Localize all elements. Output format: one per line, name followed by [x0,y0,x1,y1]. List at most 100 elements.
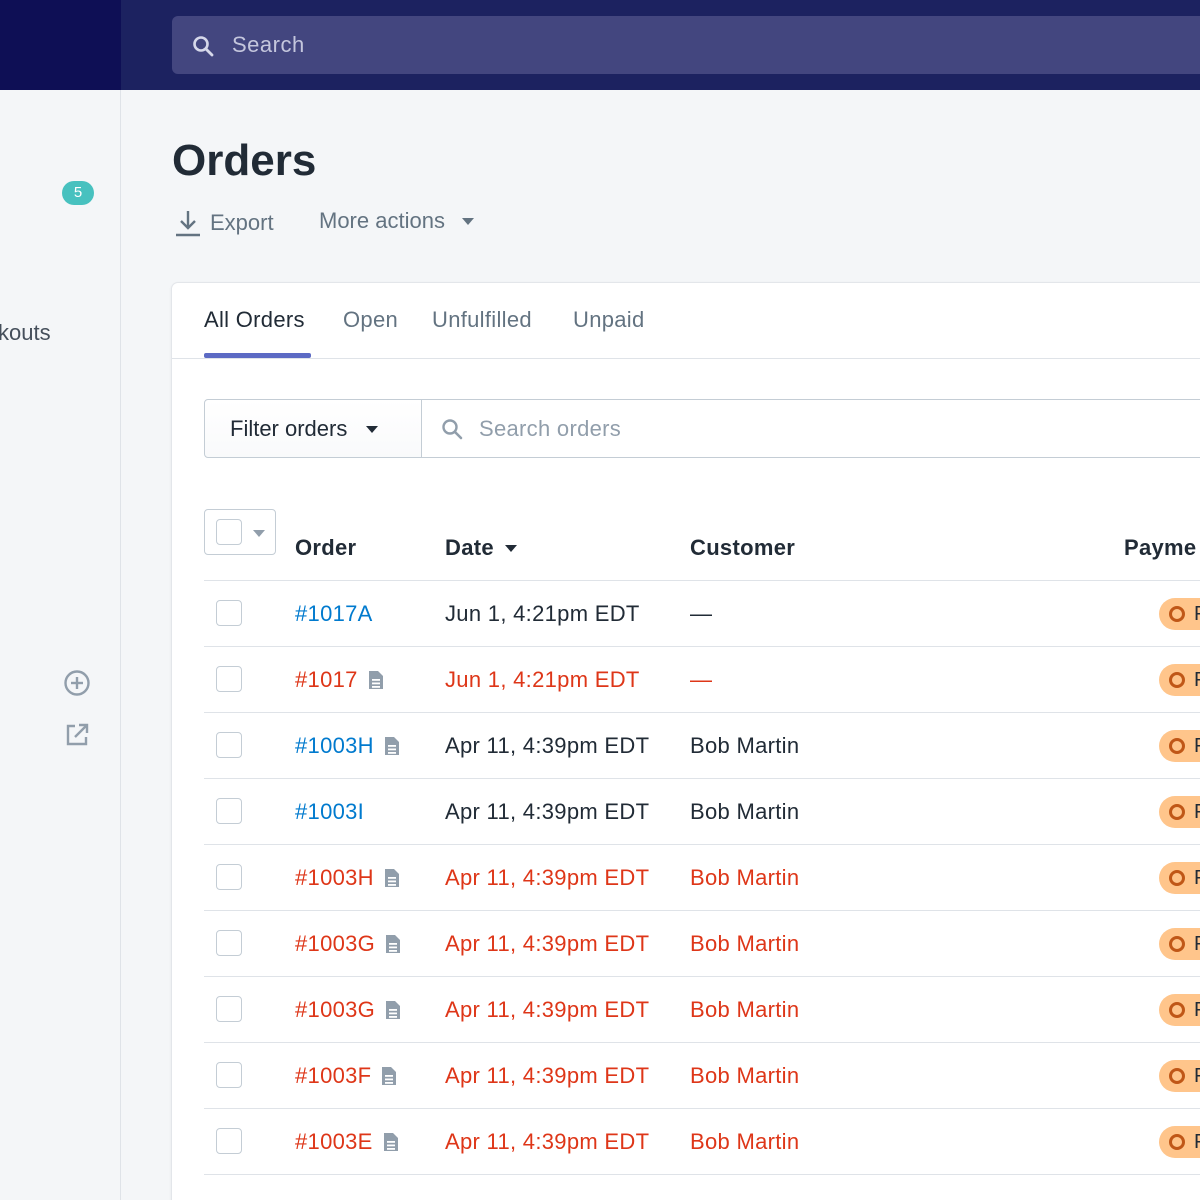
document-icon [368,671,383,689]
payment-status-badge: Pen [1159,796,1200,828]
order-number-link[interactable]: #1003F [295,1063,397,1089]
order-number-link[interactable]: #1003E [295,1129,399,1155]
order-number: #1003H [295,733,374,758]
payment-status-label: Pen [1194,801,1200,824]
payment-status-badge: Pen [1159,994,1200,1026]
top-bar: Search [0,0,1200,90]
order-number: #1003E [295,1129,373,1154]
order-number-link[interactable]: #1003H [295,733,400,759]
order-number-link[interactable]: #1003H [295,865,400,891]
row-checkbox[interactable] [216,996,242,1022]
row-checkbox[interactable] [216,798,242,824]
payment-status-label: Pen [1194,867,1200,890]
add-circle-icon[interactable] [62,668,92,698]
table-row[interactable]: #1003F Apr 11, 4:39pm EDT Bob Martin Pen [204,1043,1200,1109]
export-label: Export [210,210,274,235]
row-checkbox[interactable] [216,666,242,692]
order-number: #1003H [295,865,374,890]
pending-status-icon [1169,1002,1185,1018]
customer-name: Bob Martin [690,799,800,824]
order-number-link[interactable]: #1003G [295,931,401,957]
payment-status-label: Pen [1194,999,1200,1022]
payment-status-label: Pen [1194,1131,1200,1154]
column-header-order[interactable]: Order [295,535,357,560]
notification-badge: 5 [62,181,94,205]
select-all-checkbox[interactable] [216,519,242,545]
more-actions-button[interactable]: More actions [319,208,483,234]
order-number-link[interactable]: #1003I [295,799,364,825]
order-date: Apr 11, 4:39pm EDT [445,1063,650,1088]
customer-name: Bob Martin [690,865,800,890]
row-checkbox[interactable] [216,600,242,626]
bulk-select-dropdown[interactable] [204,509,276,555]
customer-name: Bob Martin [690,931,800,956]
row-checkbox[interactable] [216,1062,242,1088]
payment-status-label: Pen [1194,735,1200,758]
tab-all-orders[interactable]: All Orders [204,307,305,332]
search-orders-input[interactable]: Search orders [422,399,1200,458]
order-number: #1003G [295,931,376,956]
global-search-placeholder: Search [232,32,305,57]
payment-status-badge: Pen [1159,862,1200,894]
row-checkbox[interactable] [216,1128,242,1154]
logo-block [0,0,121,90]
order-number-link[interactable]: #1017A [295,601,373,627]
document-icon [383,1133,398,1151]
order-date: Jun 1, 4:21pm EDT [445,667,640,692]
tab-open[interactable]: Open [343,307,399,332]
customer-name: Bob Martin [690,1129,800,1154]
filter-orders-label: Filter orders [230,415,348,441]
table-row[interactable]: #1003G Apr 11, 4:39pm EDT Bob Martin Pen [204,977,1200,1043]
column-header-payment[interactable]: Payme [1124,535,1197,560]
column-header-date[interactable]: Date [445,535,518,561]
order-number: #1003I [295,799,365,824]
table-row[interactable]: #1017A Jun 1, 4:21pm EDT — Pen [204,581,1200,647]
payment-status-badge: Pen [1159,1126,1200,1158]
pending-status-icon [1169,1068,1185,1084]
pending-status-icon [1169,936,1185,952]
table-row[interactable]: #1003G Apr 11, 4:39pm EDT Bob Martin Pen [204,911,1200,977]
customer-name: — [690,601,713,626]
export-button[interactable]: Export [174,208,274,238]
external-link-icon[interactable] [62,720,92,750]
row-checkbox[interactable] [216,930,242,956]
table-row[interactable]: #1003I Apr 11, 4:39pm EDT Bob Martin Pen [204,779,1200,845]
filter-orders-button[interactable]: Filter orders [204,399,422,458]
global-search-input[interactable]: Search [172,16,1200,74]
table-row[interactable]: #1017 Jun 1, 4:21pm EDT — Pen [204,647,1200,713]
customer-name: Bob Martin [690,1063,800,1088]
customer-name: Bob Martin [690,733,800,758]
row-checkbox[interactable] [216,732,242,758]
search-orders-placeholder: Search orders [479,416,622,441]
table-header: Order Date Customer Payme [204,499,1200,581]
document-icon [384,737,399,755]
order-number-link[interactable]: #1003G [295,997,401,1023]
pending-status-icon [1169,672,1185,688]
tab-unpaid[interactable]: Unpaid [573,307,645,332]
search-icon [442,419,463,440]
sidebar-item-label[interactable]: kouts [0,320,51,345]
page-title: Orders [172,136,317,185]
order-date: Apr 11, 4:39pm EDT [445,997,650,1022]
active-tab-indicator [204,353,311,358]
table-row[interactable]: #1003H Apr 11, 4:39pm EDT Bob Martin Pen [204,713,1200,779]
caret-down-icon [461,218,474,225]
orders-card: All Orders Open Unfulfilled Unpaid Filte… [172,283,1200,1200]
order-number-link[interactable]: #1017 [295,667,384,693]
order-date: Apr 11, 4:39pm EDT [445,799,650,824]
document-icon [382,1067,397,1085]
row-checkbox[interactable] [216,864,242,890]
order-number: #1017A [295,601,373,626]
payment-status-label: Pen [1194,669,1200,692]
pending-status-icon [1169,870,1185,886]
pending-status-icon [1169,804,1185,820]
payment-status-label: Pen [1194,603,1200,626]
sidebar: 5 kouts [0,90,121,1200]
table-row[interactable]: #1003E Apr 11, 4:39pm EDT Bob Martin Pen [204,1109,1200,1175]
payment-status-badge: Pen [1159,1060,1200,1092]
column-header-customer[interactable]: Customer [690,535,796,560]
table-row[interactable]: #1003H Apr 11, 4:39pm EDT Bob Martin Pen [204,845,1200,911]
tab-unfulfilled[interactable]: Unfulfilled [432,307,532,332]
download-icon [176,211,200,237]
payment-status-label: Pen [1194,933,1200,956]
